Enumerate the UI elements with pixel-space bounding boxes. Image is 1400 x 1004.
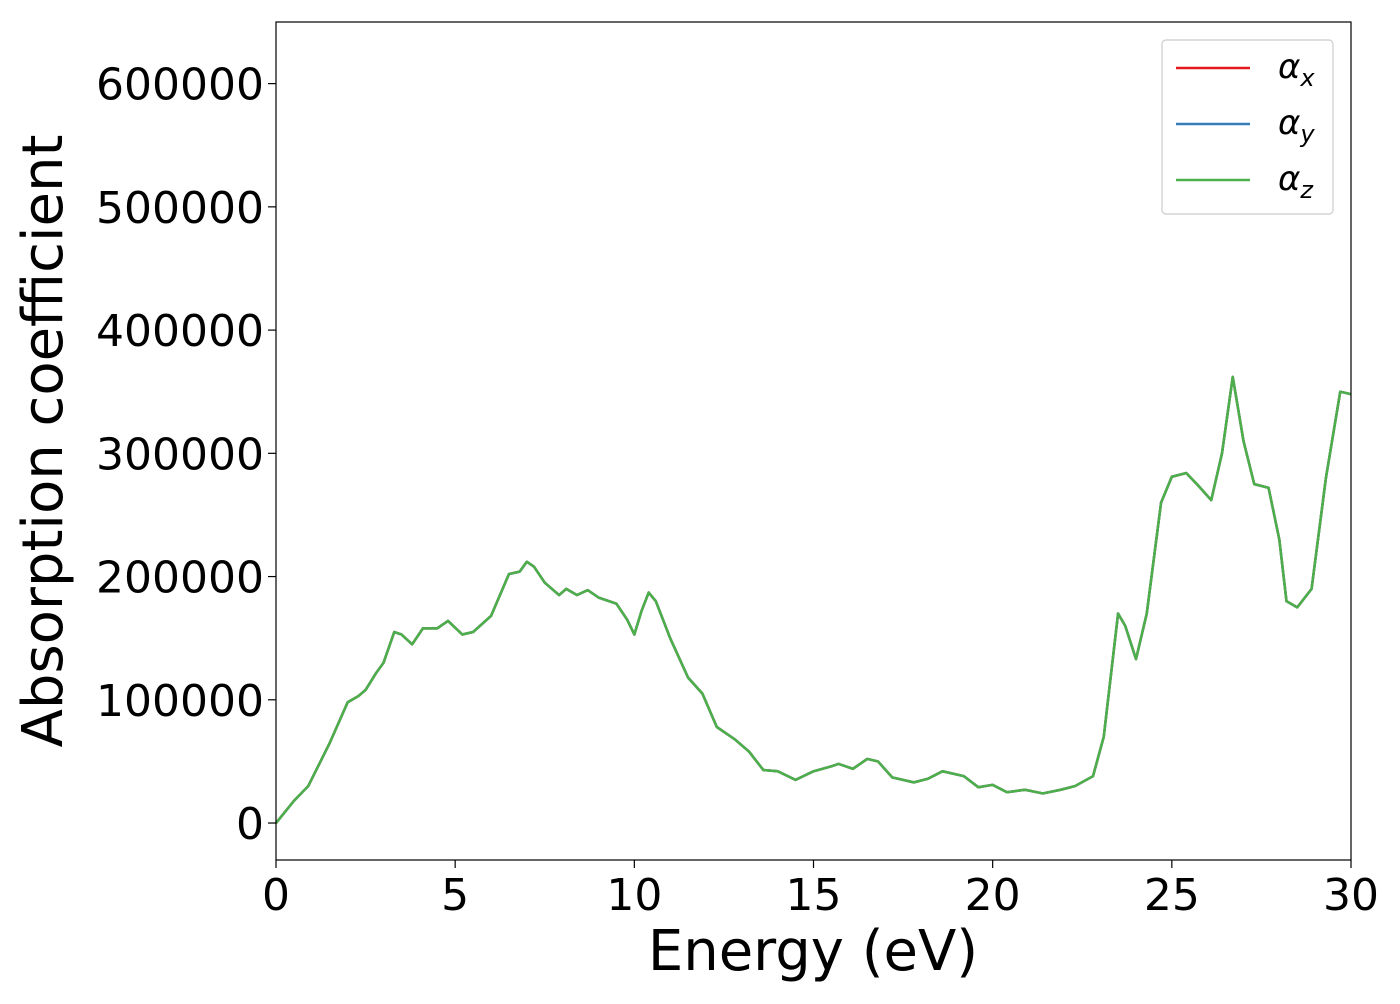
series-line — [275, 375, 1352, 824]
legend-label: αy — [1278, 103, 1315, 148]
x-tick-label: 0 — [262, 870, 290, 921]
x-tick-label: 5 — [441, 870, 469, 921]
y-axis-label: Absorption coefficient — [11, 135, 76, 748]
y-tick-label: 300000 — [96, 429, 264, 480]
plot-frame — [275, 21, 1352, 861]
y-tick-label: 100000 — [96, 676, 264, 727]
x-tick-label: 20 — [965, 870, 1021, 921]
legend-box — [1161, 39, 1334, 215]
y-tick-label: 400000 — [96, 306, 264, 357]
series-line — [275, 375, 1352, 824]
x-axis-label: Energy (eV) — [648, 919, 978, 984]
y-tick-label: 200000 — [96, 553, 264, 604]
legend-label: αx — [1278, 47, 1315, 92]
legend-label: αz — [1278, 159, 1314, 204]
x-tick-label: 30 — [1323, 870, 1379, 921]
series-line — [275, 375, 1352, 824]
y-tick-label: 0 — [236, 799, 264, 850]
x-tick-label: 10 — [606, 870, 662, 921]
y-tick-label: 600000 — [96, 60, 264, 111]
x-tick-label: 15 — [786, 870, 842, 921]
legend: αx αy αz — [1161, 39, 1334, 215]
x-tick-label: 25 — [1144, 870, 1200, 921]
y-tick-label: 500000 — [96, 183, 264, 234]
